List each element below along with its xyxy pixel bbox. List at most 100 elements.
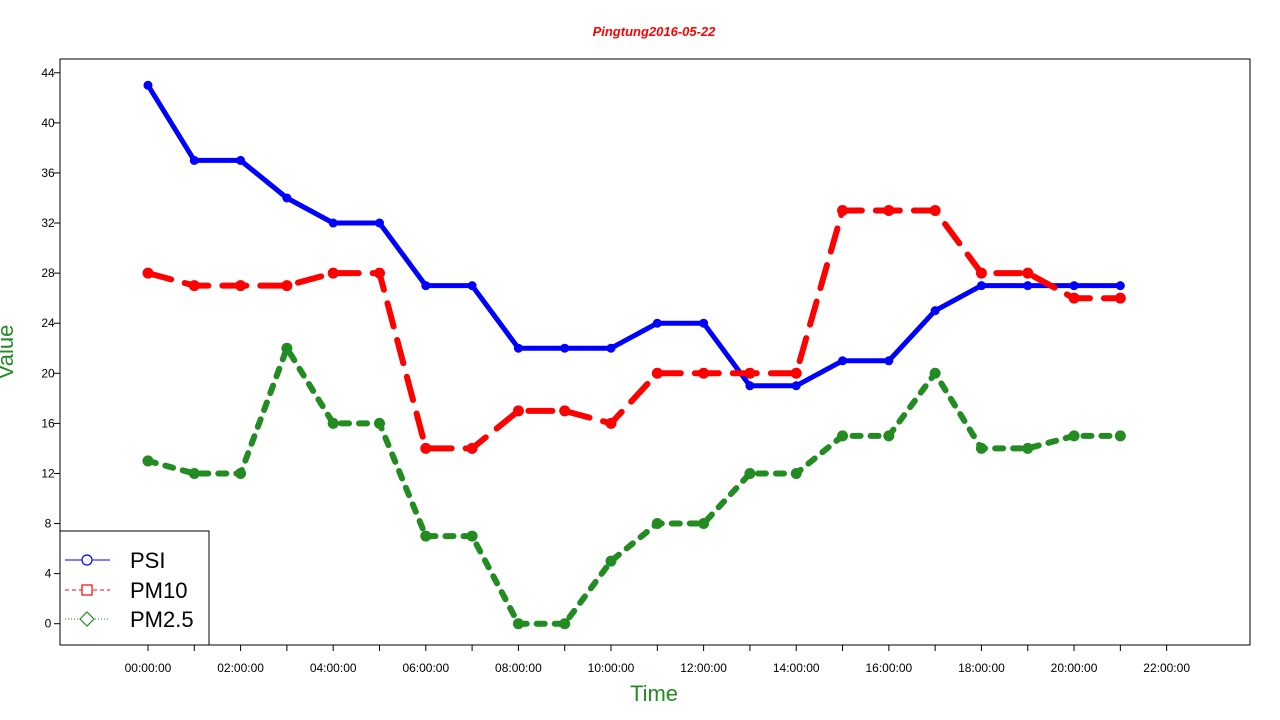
data-point-pm25 (188, 467, 200, 479)
legend-label: PM10 (130, 578, 187, 603)
y-tick-label: 40 (41, 116, 55, 130)
y-tick-label: 0 (45, 617, 52, 631)
data-point-pm10 (744, 367, 756, 379)
x-axis-title: Time (630, 681, 678, 706)
data-point-psi (513, 343, 523, 353)
legend-label: PSI (130, 548, 165, 573)
data-point-pm10 (188, 280, 200, 292)
data-point-pm10 (142, 267, 154, 279)
data-point-psi (745, 381, 755, 391)
x-tick-label: 16:00:00 (865, 661, 912, 675)
data-point-pm25 (975, 442, 987, 454)
y-tick-label: 20 (41, 366, 55, 380)
data-point-pm25 (929, 367, 941, 379)
data-point-psi (189, 155, 199, 165)
data-point-pm25 (466, 530, 478, 542)
x-tick-label: 12:00:00 (680, 661, 727, 675)
chart-title: Pingtung2016-05-22 (593, 24, 717, 39)
data-point-pm10 (651, 367, 663, 379)
data-point-pm25 (281, 342, 293, 354)
data-point-psi (143, 80, 153, 90)
data-point-pm10 (327, 267, 339, 279)
data-point-psi (467, 281, 477, 291)
data-point-pm10 (929, 205, 941, 217)
legend-marker-circle (81, 554, 93, 566)
data-point-pm10 (975, 267, 987, 279)
data-point-pm10 (698, 367, 710, 379)
y-axis: 0 4 8 12 16 20 24 28 32 36 40 44 (41, 66, 60, 631)
data-point-pm25 (651, 518, 663, 530)
data-point-psi (421, 281, 431, 291)
data-point-psi (282, 193, 292, 203)
y-axis-title: Value (0, 325, 18, 380)
data-point-psi (976, 281, 986, 291)
y-tick-label: 8 (45, 517, 52, 531)
x-tick-label: 20:00:00 (1051, 661, 1098, 675)
data-point-pm25 (512, 618, 524, 630)
data-point-pm25 (883, 430, 895, 442)
legend-label: PM2.5 (130, 607, 194, 632)
data-point-pm10 (1022, 267, 1034, 279)
data-point-psi (652, 318, 662, 328)
data-point-psi (328, 218, 338, 228)
data-point-pm10 (1114, 292, 1126, 304)
data-point-pm10 (1068, 292, 1080, 304)
data-point-pm10 (883, 205, 895, 217)
data-point-pm25 (559, 618, 571, 630)
x-tick-label: 18:00:00 (958, 661, 1005, 675)
data-point-pm10 (559, 405, 571, 417)
series-line-pm10 (145, 207, 1124, 452)
data-point-psi (884, 356, 894, 366)
data-point-pm25 (1114, 430, 1126, 442)
data-point-psi (1069, 281, 1079, 291)
x-tick-label: 08:00:00 (495, 661, 542, 675)
y-tick-label: 36 (41, 166, 55, 180)
y-tick-label: 44 (41, 66, 55, 80)
x-tick-label: 04:00:00 (310, 661, 357, 675)
y-tick-label: 4 (45, 567, 52, 581)
x-tick-label: 22:00:00 (1143, 661, 1190, 675)
y-tick-label: 16 (41, 416, 55, 430)
data-point-pm10 (790, 367, 802, 379)
x-tick-label: 10:00:00 (588, 661, 635, 675)
data-point-psi (699, 318, 709, 328)
data-point-psi (930, 306, 940, 316)
x-tick-label: 14:00:00 (773, 661, 820, 675)
data-point-psi (838, 356, 848, 366)
series-line-psi (145, 82, 1123, 389)
data-point-pm25 (837, 430, 849, 442)
data-point-pm10 (512, 405, 524, 417)
y-tick-label: 28 (41, 266, 55, 280)
data-point-pm25 (420, 530, 432, 542)
legend-marker-diamond (79, 611, 95, 627)
data-point-pm25 (1068, 430, 1080, 442)
data-point-pm25 (1022, 442, 1034, 454)
legend-marker-square (81, 584, 93, 596)
data-point-pm25 (235, 467, 247, 479)
data-point-pm10 (605, 417, 617, 429)
data-point-psi (374, 218, 384, 228)
data-point-psi (1023, 281, 1033, 291)
data-point-pm10 (466, 442, 478, 454)
x-axis: 00:00:00 02:00:00 04:00:00 06:00:00 08:00:00… (125, 645, 1190, 675)
x-tick-label: 06:00:00 (402, 661, 449, 675)
data-point-pm10 (837, 205, 849, 217)
x-tick-label: 00:00:00 (125, 661, 172, 675)
data-point-psi (1115, 281, 1125, 291)
data-point-pm25 (605, 555, 617, 567)
series-layer (142, 80, 1126, 630)
data-point-psi (791, 381, 801, 391)
data-point-pm25 (698, 518, 710, 530)
y-tick-label: 32 (41, 216, 55, 230)
data-point-pm25 (373, 417, 385, 429)
data-point-pm10 (420, 442, 432, 454)
data-point-pm25 (142, 455, 154, 467)
data-point-psi (560, 343, 570, 353)
legend: PSI PM10 PM2.5 (59, 530, 210, 646)
data-point-psi (606, 343, 616, 353)
x-tick-label: 02:00:00 (217, 661, 264, 675)
y-tick-label: 12 (41, 466, 55, 480)
series-line-pm25 (145, 345, 1124, 627)
data-point-pm10 (281, 280, 293, 292)
